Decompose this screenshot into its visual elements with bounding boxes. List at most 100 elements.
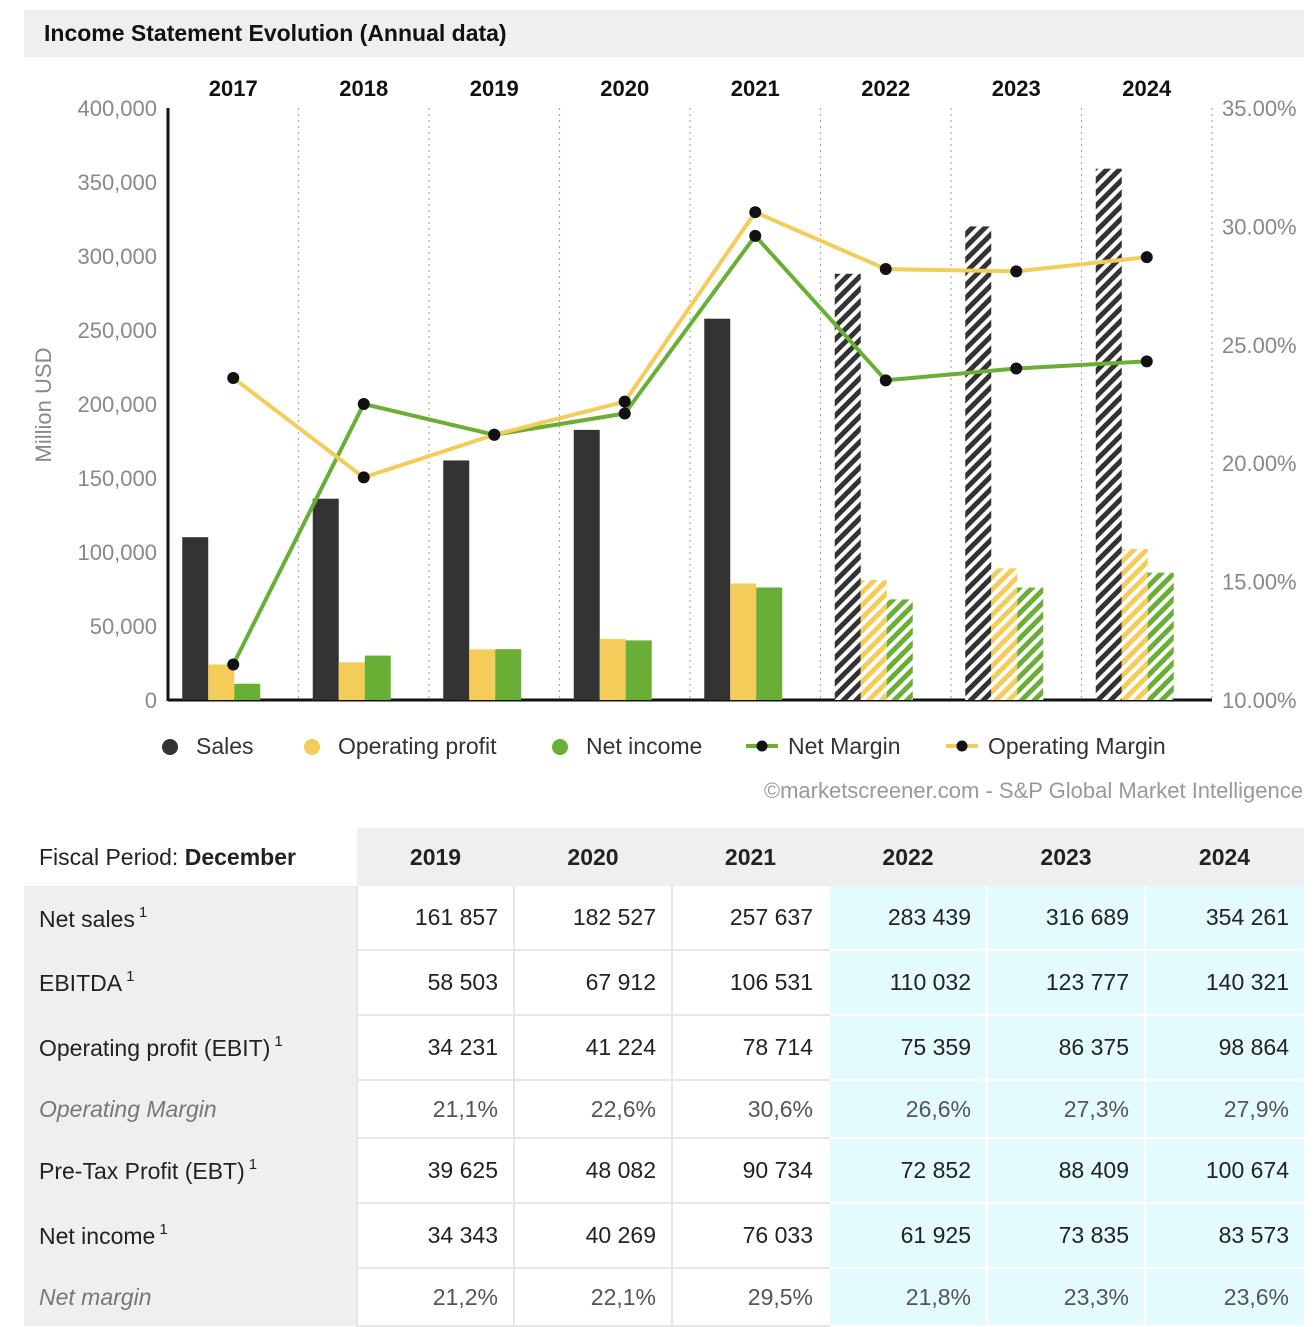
table-cell: 34 231 <box>356 1015 514 1081</box>
y2-tick-label: 25.00% <box>1222 333 1297 358</box>
x-category-label: 2023 <box>992 76 1041 101</box>
point-net-margin <box>618 407 631 420</box>
legend-marker-operating-profit <box>304 739 320 755</box>
x-category-label: 2019 <box>470 76 519 101</box>
footnote-marker: 1 <box>138 903 148 921</box>
table-row: Net margin 21,2% 22,1% 29,5% 21,8% 23,3% 23,6% <box>24 1268 1304 1327</box>
table-year-header: 2019 <box>357 828 514 886</box>
source-credit: ©marketscreener.com - S&P Global Market … <box>764 778 1303 803</box>
bar-net-income <box>234 683 261 700</box>
footnote-marker: 1 <box>159 1221 168 1238</box>
point-net-margin <box>879 374 892 387</box>
table-cell: 21,2% <box>356 1268 514 1327</box>
bar-net-income <box>756 587 783 700</box>
x-category-label: 2024 <box>1122 76 1172 101</box>
table-cell: 41 224 <box>513 1015 672 1081</box>
y-tick-label: 0 <box>145 688 157 713</box>
bar-net-income <box>625 640 652 700</box>
bar-sales <box>443 460 470 700</box>
table-cell: 23,3% <box>986 1268 1145 1327</box>
y-tick-label: 100,000 <box>77 540 157 565</box>
table-cell: 86 375 <box>986 1015 1145 1081</box>
income-chart: 0 50,000 100,000 150,000 200,000 250,000 300,0… <box>31 76 1303 803</box>
bar-operating-profit <box>860 580 887 700</box>
table-cell: 72 852 <box>828 1138 987 1204</box>
table-cell: 110 032 <box>828 950 987 1016</box>
point-operating-margin <box>227 371 240 384</box>
row-label: Net income 1 <box>24 1203 357 1268</box>
table-cell: 29,5% <box>671 1268 829 1327</box>
table-year-header: 2020 <box>514 828 672 886</box>
point-operating-margin <box>1140 251 1153 264</box>
bar-operating-profit <box>730 583 757 700</box>
grid-lines <box>297 108 1083 700</box>
bar-net-income <box>1147 572 1174 700</box>
footnote-marker: 1 <box>248 1156 258 1173</box>
table-cell: 21,1% <box>356 1080 514 1139</box>
bar-operating-profit <box>208 664 235 700</box>
bar-net-income <box>886 599 913 700</box>
bar-operating-profit <box>469 649 496 700</box>
legend-marker-sales <box>162 739 178 755</box>
table-cell: 27,9% <box>1144 1080 1304 1139</box>
table-row: Operating Margin 21,1% 22,6% 30,6% 26,6% 27,3… <box>24 1080 1304 1139</box>
y2-tick-label: 20.00% <box>1222 451 1297 476</box>
bar-sales <box>965 226 992 700</box>
line-net-margin <box>231 233 1147 666</box>
table-cell: 90 734 <box>671 1138 829 1204</box>
table-header-row: Fiscal Period: December 2019 2020 2021 2022… <box>24 828 1304 886</box>
fiscal-period-label: Fiscal Period: <box>39 843 179 870</box>
table-body: Net sales 1 161 857 182 527 257 637 283 439 31… <box>24 886 1304 1327</box>
y2-tick-label: 35.00% <box>1222 96 1297 121</box>
table-cell: 22,1% <box>513 1268 672 1327</box>
point-net-margin <box>749 229 762 242</box>
bar-net-income <box>1017 587 1044 700</box>
table-cell: 98 864 <box>1144 1015 1304 1081</box>
table-row: Pre-Tax Profit (EBT) 1 39 625 48 082 90 734 7… <box>24 1138 1304 1204</box>
y2-tick-label: 15.00% <box>1222 570 1297 595</box>
point-net-margin <box>1140 355 1153 368</box>
point-net-margin <box>227 658 240 671</box>
table-cell: 58 503 <box>356 950 514 1016</box>
table-cell: 88 409 <box>986 1138 1145 1204</box>
point-operating-margin <box>1010 265 1023 278</box>
table-cell: 22,6% <box>513 1080 672 1139</box>
table-cell: 23,6% <box>1144 1268 1304 1327</box>
table-row: Net income 1 34 343 40 269 76 033 61 925 73 83… <box>24 1203 1304 1269</box>
point-operating-margin <box>488 428 501 441</box>
table-cell: 283 439 <box>828 886 987 951</box>
bars <box>182 168 1174 700</box>
table-cell: 61 925 <box>828 1203 987 1269</box>
table-cell: 39 625 <box>356 1138 514 1204</box>
point-operating-margin <box>357 471 370 484</box>
legend-label-sales: Sales <box>196 733 254 759</box>
table-row: EBITDA 1 58 503 67 912 106 531 110 032 123 777… <box>24 950 1304 1016</box>
point-operating-margin <box>879 263 892 276</box>
table-cell: 73 835 <box>986 1203 1145 1269</box>
table-cell: 106 531 <box>671 950 829 1016</box>
y2-tick-label: 10.00% <box>1222 688 1297 713</box>
row-label: Pre-Tax Profit (EBT) 1 <box>24 1138 357 1203</box>
fiscal-period-header: Fiscal Period: December <box>24 828 357 886</box>
row-label: Operating Margin <box>24 1080 357 1138</box>
table-year-header: 2021 <box>672 828 829 886</box>
bar-sales <box>573 429 600 700</box>
y-tick-label: 250,000 <box>77 318 157 343</box>
table-cell: 27,3% <box>986 1080 1145 1139</box>
legend-label-operating-profit: Operating profit <box>338 733 497 759</box>
y-tick-label: 350,000 <box>77 170 157 195</box>
chart-title: Income Statement Evolution (Annual data) <box>44 20 507 46</box>
table-cell: 123 777 <box>986 950 1145 1016</box>
y2-tick-label: 30.00% <box>1222 214 1297 239</box>
legend-label-net-margin: Net Margin <box>788 733 900 759</box>
table-year-header: 2024 <box>1145 828 1304 886</box>
table-year-header: 2023 <box>987 828 1145 886</box>
bar-sales <box>182 537 209 700</box>
table-cell: 76 033 <box>671 1203 829 1269</box>
table-cell: 354 261 <box>1144 886 1304 951</box>
table-cell: 83 573 <box>1144 1203 1304 1269</box>
table-year-header: 2022 <box>829 828 987 886</box>
table-cell: 34 343 <box>356 1203 514 1269</box>
table-cell: 75 359 <box>828 1015 987 1081</box>
table-cell: 140 321 <box>1144 950 1304 1016</box>
